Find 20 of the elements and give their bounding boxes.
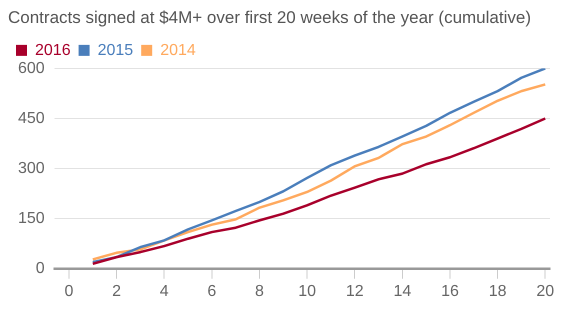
x-tick-label: 6 [207, 282, 216, 300]
x-tick-label: 16 [441, 282, 459, 300]
x-tick-label: 12 [346, 282, 364, 300]
legend-label: 2016 [35, 42, 71, 59]
x-tick-label: 18 [488, 282, 507, 300]
y-tick-label: 450 [18, 110, 45, 127]
y-tick-label: 600 [18, 60, 45, 77]
x-tick-label: 20 [536, 282, 554, 300]
x-tick-label: 4 [160, 282, 169, 300]
y-tick-label: 0 [36, 260, 45, 278]
legend-label: 2015 [98, 42, 134, 59]
x-tick-label: 10 [298, 282, 316, 300]
chart-title: Contracts signed at $4M+ over first 20 weeks of the year (cumulative) [8, 8, 531, 27]
y-tick-label: 150 [18, 210, 45, 228]
y-tick-label: 300 [18, 160, 45, 178]
x-tick-label: 2 [112, 282, 122, 300]
legend-label: 2014 [160, 42, 196, 59]
x-tick-label: 0 [64, 282, 74, 300]
x-tick-label: 8 [255, 282, 264, 300]
x-tick-label: 14 [393, 282, 412, 300]
